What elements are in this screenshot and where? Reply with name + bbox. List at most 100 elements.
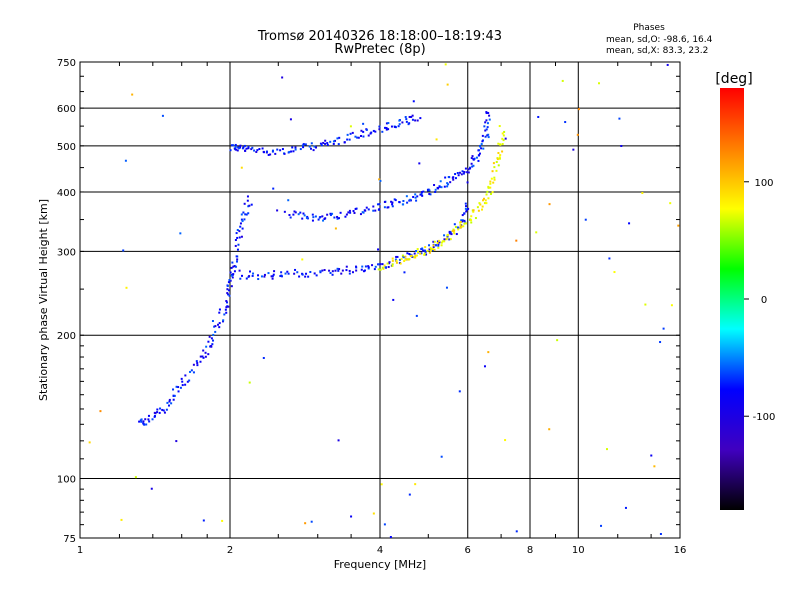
data-point	[378, 125, 381, 128]
data-point	[367, 266, 370, 269]
data-point	[202, 349, 205, 352]
data-point	[140, 418, 143, 421]
data-point	[156, 408, 159, 411]
data-point	[428, 251, 431, 254]
data-point	[467, 207, 470, 210]
data-point	[466, 171, 469, 174]
data-point	[150, 487, 153, 490]
data-point	[120, 518, 123, 521]
data-point	[371, 264, 374, 267]
data-point	[359, 213, 362, 216]
data-point	[417, 250, 420, 253]
data-point	[387, 128, 390, 131]
data-point	[308, 145, 311, 148]
data-point	[498, 157, 501, 160]
data-point	[334, 269, 337, 272]
data-point	[448, 238, 451, 241]
data-point	[504, 439, 507, 442]
data-point	[492, 162, 495, 165]
data-point	[445, 286, 448, 289]
data-point	[322, 219, 325, 222]
data-point	[419, 252, 422, 255]
data-point	[331, 212, 334, 215]
data-point	[173, 394, 176, 397]
data-point	[357, 136, 360, 139]
data-point	[180, 377, 183, 380]
data-point	[229, 279, 232, 282]
data-point	[481, 205, 484, 208]
data-point	[305, 216, 308, 219]
data-point	[677, 224, 680, 227]
data-point	[355, 269, 358, 272]
data-point	[414, 119, 417, 122]
data-point	[598, 82, 601, 85]
data-point	[421, 247, 424, 250]
data-point	[232, 144, 235, 147]
data-point	[245, 147, 248, 150]
data-point	[195, 360, 198, 363]
data-point	[454, 177, 457, 180]
data-point	[239, 144, 242, 147]
data-point	[493, 176, 496, 179]
data-point	[498, 125, 501, 128]
data-point	[384, 266, 387, 269]
y-tick-label: 300	[57, 247, 76, 258]
data-point	[211, 343, 214, 346]
data-point	[437, 244, 440, 247]
data-point	[405, 120, 408, 123]
data-point	[457, 227, 460, 230]
data-point	[486, 122, 489, 125]
data-point	[362, 135, 365, 138]
data-point	[218, 322, 221, 325]
data-point	[428, 248, 431, 251]
data-point	[385, 127, 388, 130]
data-point	[455, 233, 458, 236]
data-point	[302, 212, 305, 215]
data-point	[478, 154, 481, 157]
data-point	[311, 213, 314, 216]
data-point	[414, 256, 417, 259]
data-point	[409, 255, 412, 258]
data-point	[378, 128, 381, 131]
data-point	[283, 210, 286, 213]
data-point	[258, 148, 261, 151]
data-point	[497, 151, 500, 154]
stats-line-x: mean, sd,X: 83.3, 23.2	[606, 46, 708, 56]
data-point	[391, 203, 394, 206]
data-point	[236, 149, 239, 152]
data-point	[227, 293, 230, 296]
data-point	[458, 171, 461, 174]
data-point	[336, 217, 339, 220]
data-point	[423, 253, 426, 256]
data-point	[535, 231, 538, 234]
data-point	[460, 225, 463, 228]
data-point	[221, 519, 224, 522]
data-point	[338, 268, 341, 271]
data-point	[177, 386, 180, 389]
data-point	[340, 272, 343, 275]
data-point	[420, 252, 423, 255]
data-point	[463, 212, 466, 215]
data-point	[314, 215, 317, 218]
data-point	[226, 305, 229, 308]
data-point	[263, 273, 266, 276]
data-point	[247, 147, 250, 150]
data-point	[483, 125, 486, 128]
data-point	[618, 117, 621, 120]
data-point	[485, 112, 488, 115]
data-point	[202, 356, 205, 359]
data-point	[415, 250, 418, 253]
data-point	[250, 148, 253, 151]
data-point	[396, 255, 399, 258]
colorbar-tick-label: 0	[761, 295, 767, 306]
data-point	[499, 143, 502, 146]
data-point	[378, 208, 381, 211]
data-point	[379, 263, 382, 266]
data-point	[207, 340, 210, 343]
data-point	[650, 454, 653, 457]
data-point	[561, 79, 564, 82]
data-point	[247, 212, 250, 215]
data-point	[201, 355, 204, 358]
data-point	[339, 211, 342, 214]
data-point	[236, 229, 239, 232]
